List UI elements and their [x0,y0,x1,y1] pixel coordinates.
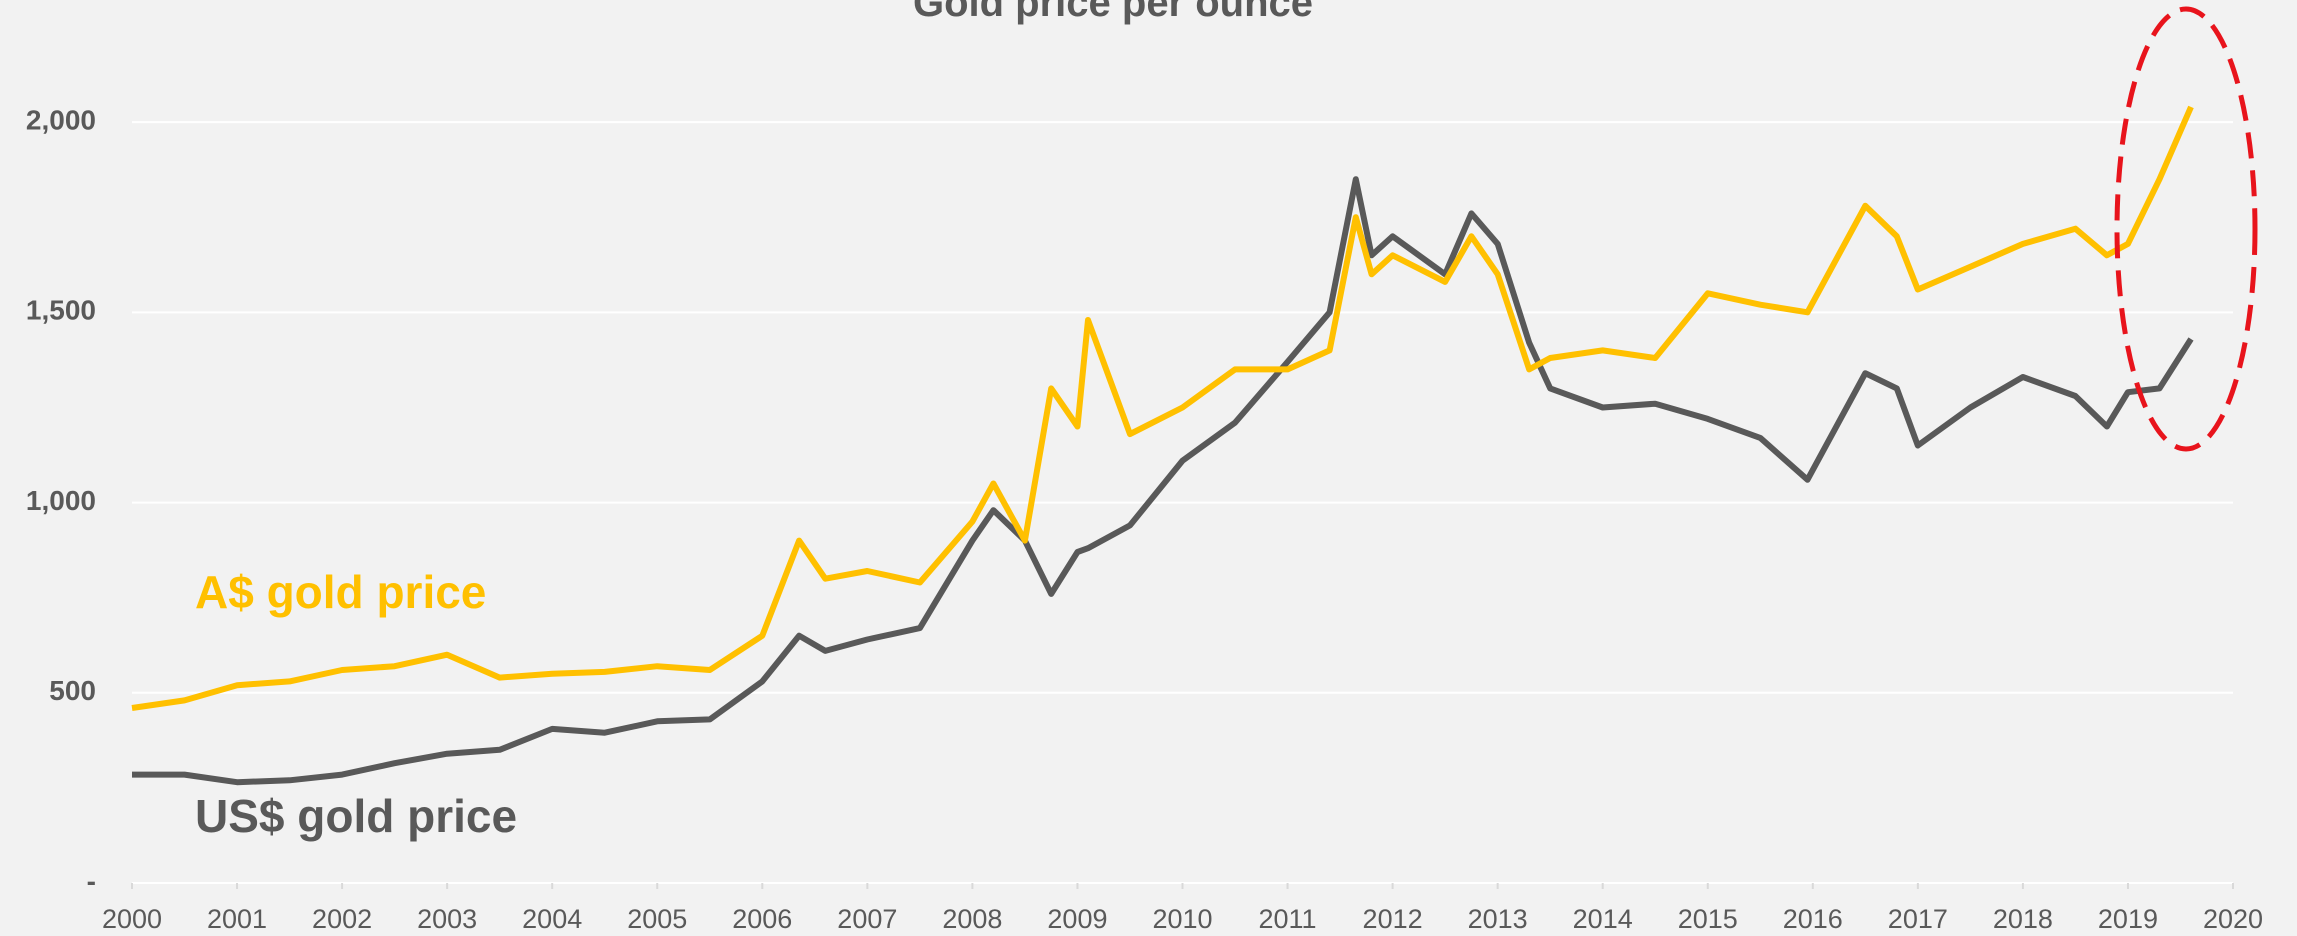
x-tick-label: 2007 [837,904,897,934]
chart-title: Gold price per ounce [913,0,1313,25]
y-tick-label: 1,000 [26,485,96,516]
x-tick-label: 2001 [207,904,267,934]
series-line [131,105,2194,711]
x-tick-label: 2018 [1993,904,2053,934]
highlight-ellipse [2114,6,2258,452]
x-tick-label: 2004 [522,904,582,934]
y-tick-label: - [87,865,96,896]
series-line [132,176,2194,786]
x-tick-label: 2000 [102,904,162,934]
x-tick-label: 2002 [312,904,372,934]
y-tick-label: 2,000 [26,105,96,136]
x-tick-label: 2006 [732,904,792,934]
x-tick-label: 2011 [1259,904,1317,934]
x-tick-label: 2016 [1783,904,1843,934]
y-tick-label: 500 [49,675,96,706]
x-tick-label: 2009 [1047,904,1107,934]
x-tick-label: 2005 [627,904,687,934]
x-tick-label: 2010 [1152,904,1212,934]
x-tick-label: 2013 [1468,904,1528,934]
x-tick-label: 2015 [1678,904,1738,934]
x-tick-label: 2019 [2098,904,2158,934]
x-tick-label: 2014 [1573,904,1633,934]
series-label: A$ gold price [195,566,486,618]
y-tick-label: 1,500 [26,295,96,326]
x-tick-label: 2020 [2203,904,2263,934]
x-tick-label: 2008 [942,904,1002,934]
series-label: US$ gold price [195,790,517,842]
x-tick-label: 2012 [1363,904,1423,934]
x-tick-label: 2017 [1888,904,1948,934]
x-tick-label: 2003 [417,904,477,934]
